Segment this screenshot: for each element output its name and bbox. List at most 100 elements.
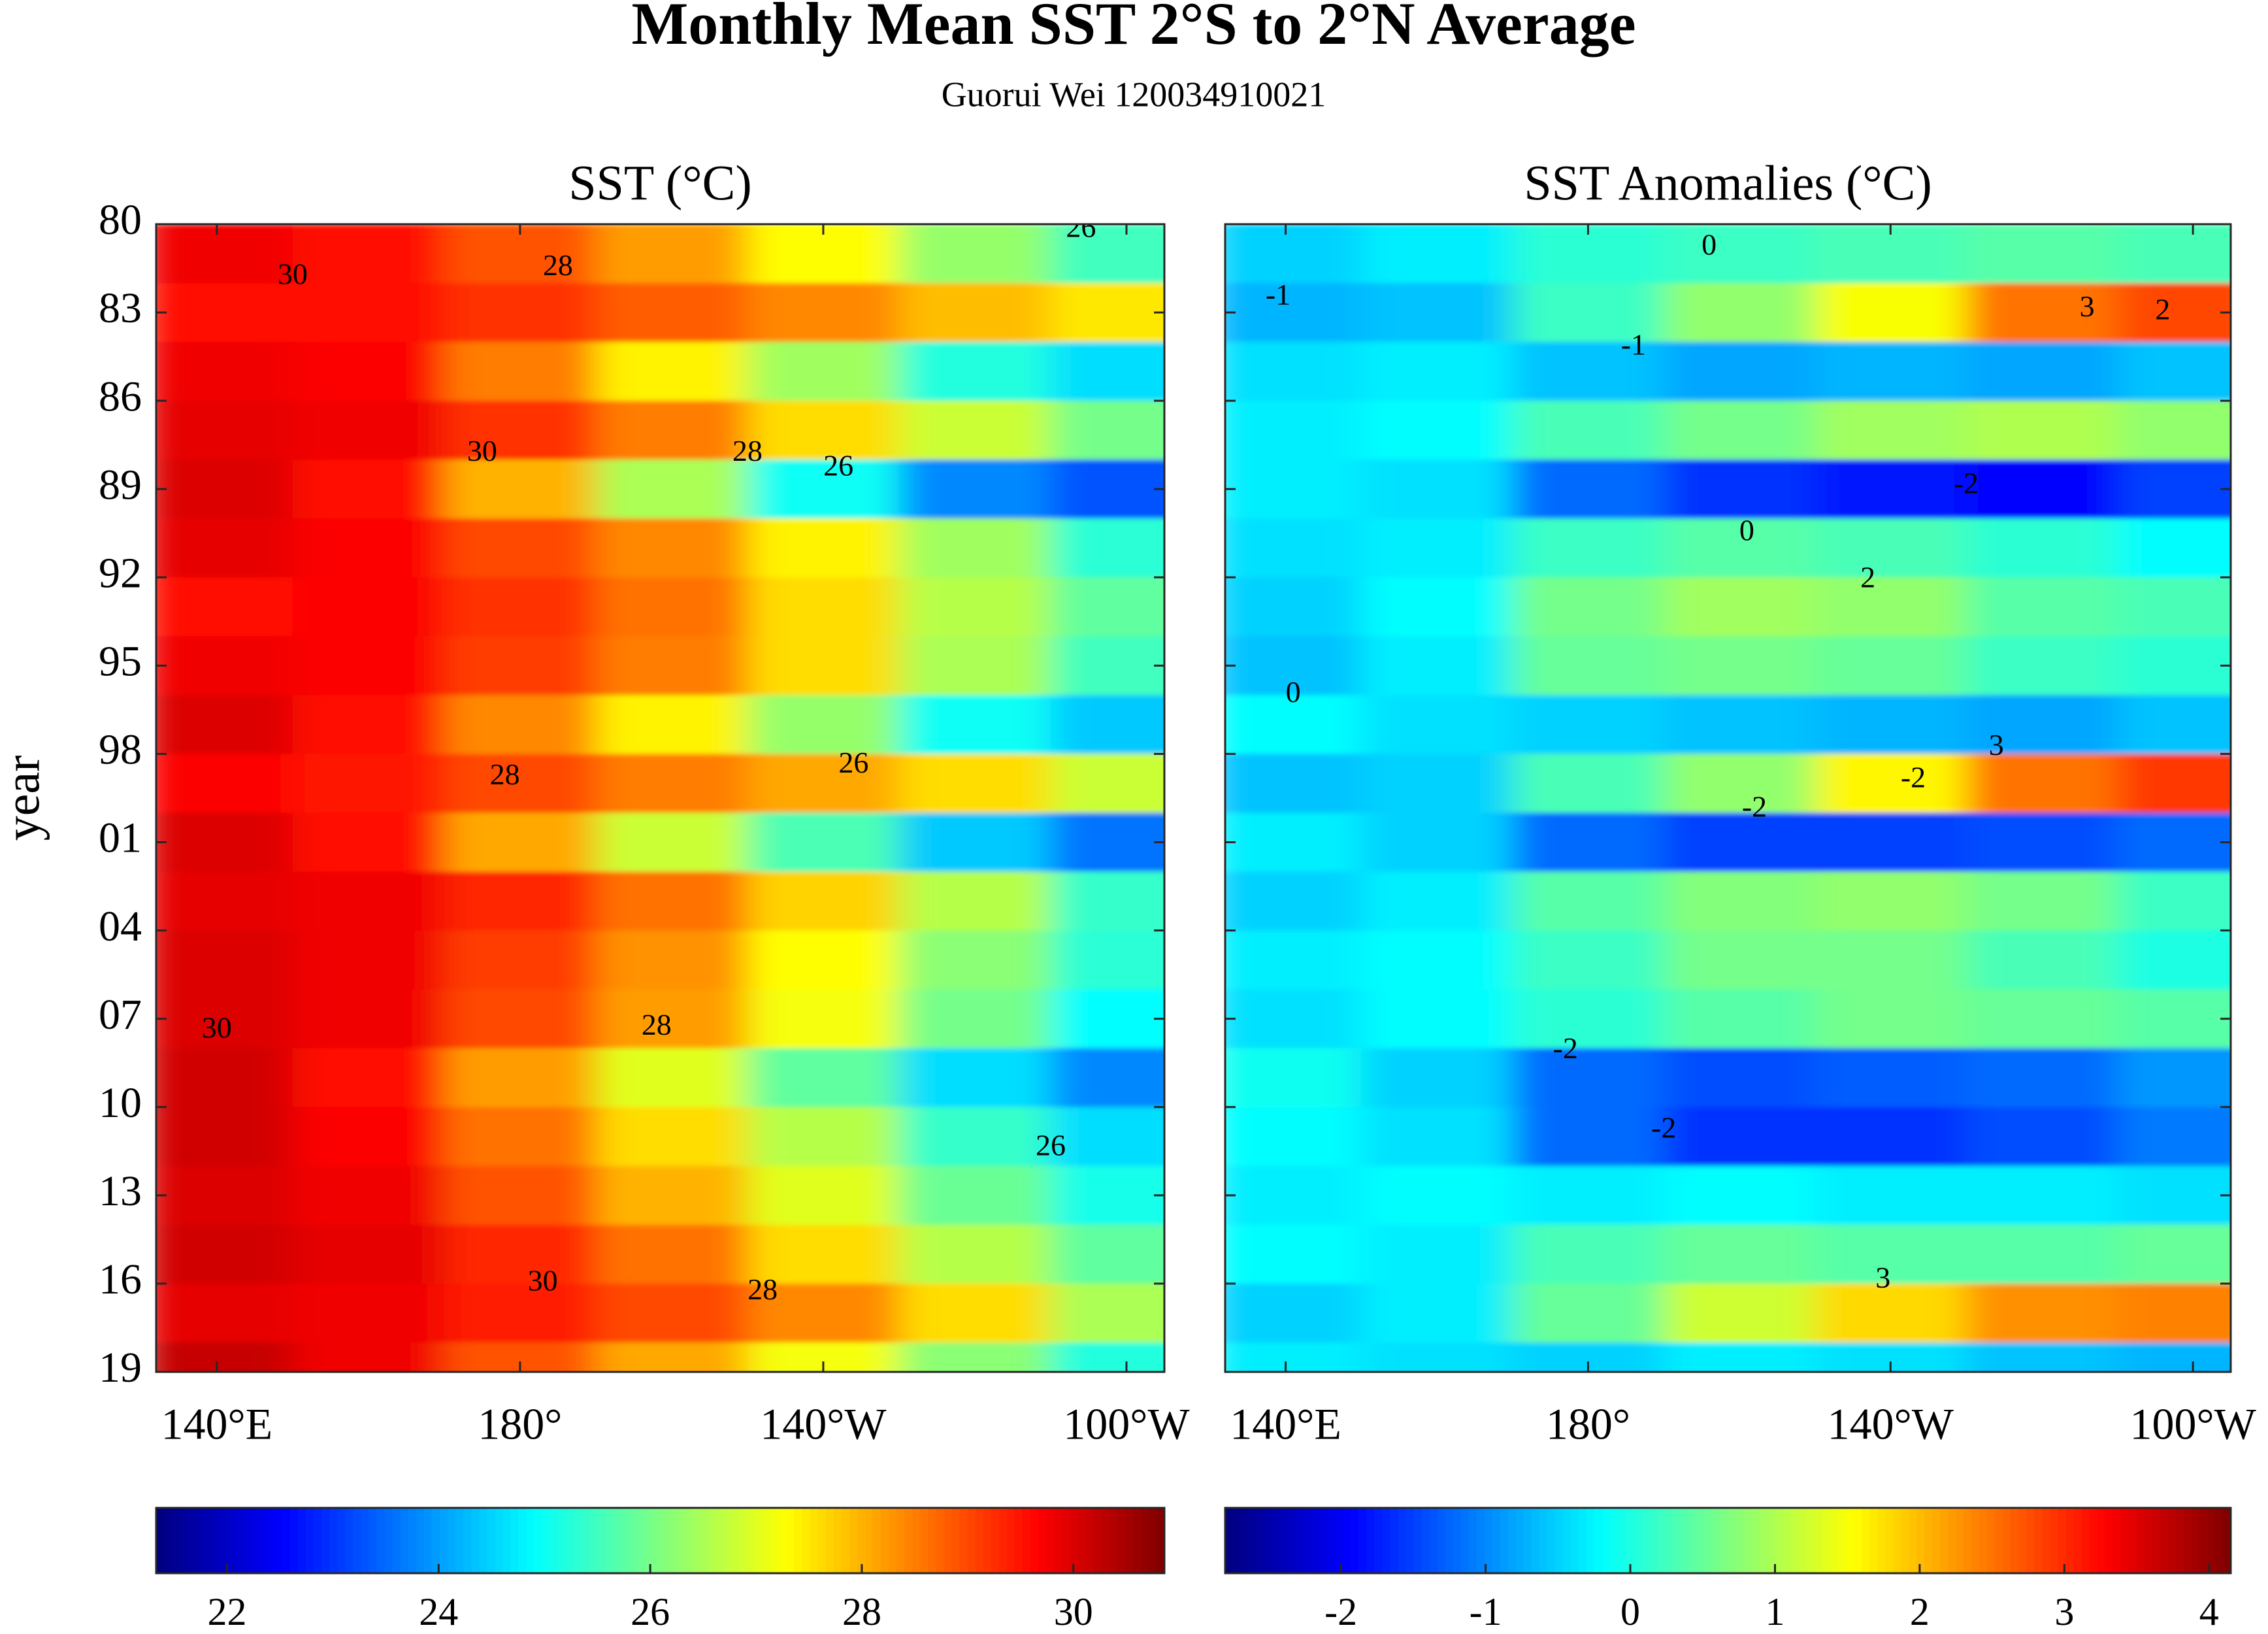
heat-cell (1225, 1107, 1362, 1167)
heat-cell (444, 871, 597, 931)
heat-cell (898, 577, 1051, 637)
heat-cell (1966, 1342, 2118, 1372)
heat-cell (1225, 1224, 1362, 1284)
heat-cell (1966, 930, 2118, 990)
heat-cell (595, 812, 748, 873)
heat-cell (1361, 401, 1513, 461)
heat-cell (156, 459, 293, 520)
heat-cell (156, 754, 293, 814)
heat-cell (1664, 1048, 1816, 1108)
heat-cell (292, 754, 445, 814)
colorbar-frame (155, 1507, 1166, 1575)
heat-cell (898, 459, 1051, 520)
heat-cell (1225, 459, 1362, 520)
heat-cell (156, 636, 293, 696)
y-tick-label: 80 (99, 196, 142, 244)
heat-cell (2117, 401, 2231, 461)
heat-cell (1966, 224, 2118, 284)
contour-label: 0 (1701, 228, 1717, 261)
heat-cell (1815, 871, 1967, 931)
heat-cell (898, 1165, 1051, 1226)
heat-cell (1361, 930, 1513, 990)
heat-cell (1512, 1048, 1665, 1108)
heat-cell (1815, 401, 1967, 461)
heat-cell (898, 1107, 1051, 1167)
x-tick-label: 100°W (2129, 1399, 2256, 1449)
heat-cell (1361, 1165, 1513, 1226)
heat-cell (898, 401, 1051, 461)
heat-cell (156, 1342, 293, 1372)
heat-cell (1050, 989, 1164, 1049)
colorbar-tick-label: 24 (419, 1590, 458, 1633)
heat-cell (747, 989, 900, 1049)
heat-cell (898, 636, 1051, 696)
heat-cell (1512, 812, 1665, 873)
heat-cell (1050, 1224, 1164, 1284)
heat-cell (1815, 1107, 1967, 1167)
heat-cell (1664, 1107, 1816, 1167)
heat-cell (595, 1283, 748, 1343)
contour-label: 28 (490, 758, 520, 791)
heat-cell (595, 1342, 748, 1372)
heat-cell (595, 754, 748, 814)
colorbar-tick-label: 22 (207, 1590, 246, 1633)
heat-cell (595, 577, 748, 637)
heat-cell (898, 695, 1051, 755)
heat-cell (156, 401, 293, 461)
heat-cell (1361, 989, 1513, 1049)
heat-cell (292, 401, 445, 461)
heat-cell (2117, 224, 2231, 284)
heat-cell (444, 1165, 597, 1226)
heat-cell (292, 636, 445, 696)
heat-cell (292, 1048, 445, 1108)
heat-cell (444, 1107, 597, 1167)
heat-cell (444, 577, 597, 637)
heat-cell (1966, 1165, 2118, 1226)
heat-cell (156, 812, 293, 873)
colorbar (1225, 1508, 2231, 1573)
heat-cell (898, 518, 1051, 578)
heat-cell (292, 1224, 445, 1284)
heat-cell (898, 930, 1051, 990)
heat-cell (1361, 342, 1513, 402)
heat-cell (898, 342, 1051, 402)
heat-cell (292, 1165, 445, 1226)
heat-cell (1361, 224, 1513, 284)
heat-cell (1361, 636, 1513, 696)
heat-cell (595, 401, 748, 461)
heat-cell (2117, 1224, 2231, 1284)
panel-title: SST Anomalies (°C) (1524, 156, 1931, 210)
heat-cell (1815, 1224, 1967, 1284)
contour-label: 3 (1875, 1261, 1890, 1294)
heat-cell (1050, 754, 1164, 814)
x-tick-label: 140°W (1828, 1399, 1954, 1449)
colorbar-tick-label: 26 (631, 1590, 670, 1633)
contour-label: -2 (1553, 1031, 1578, 1065)
colorbar-tick-label: 3 (2054, 1590, 2074, 1633)
heat-cell (156, 224, 293, 284)
contour-label: -2 (1742, 790, 1767, 824)
heat-cell (595, 636, 748, 696)
heat-cell (156, 1048, 293, 1108)
heat-cell (747, 930, 900, 990)
heat-cell (1966, 283, 2118, 343)
heat-cell (1225, 871, 1362, 931)
contour-label: 3 (1989, 728, 2004, 761)
heat-cell (1815, 695, 1967, 755)
heat-cell (1361, 871, 1513, 931)
heat-cell (595, 459, 748, 520)
heat-cell (747, 1048, 900, 1108)
heat-cell (1512, 930, 1665, 990)
heat-cell (1050, 224, 1164, 284)
heat-cell (595, 989, 748, 1049)
heat-cell (1361, 1224, 1513, 1284)
heat-cell (1815, 989, 1967, 1049)
heat-cell (1966, 754, 2118, 814)
heat-cell (898, 1283, 1051, 1343)
heat-cell (1050, 401, 1164, 461)
heat-cell (1050, 518, 1164, 578)
y-tick-label: 92 (99, 549, 142, 597)
heat-cell (2117, 930, 2231, 990)
heat-cell (1664, 871, 1816, 931)
